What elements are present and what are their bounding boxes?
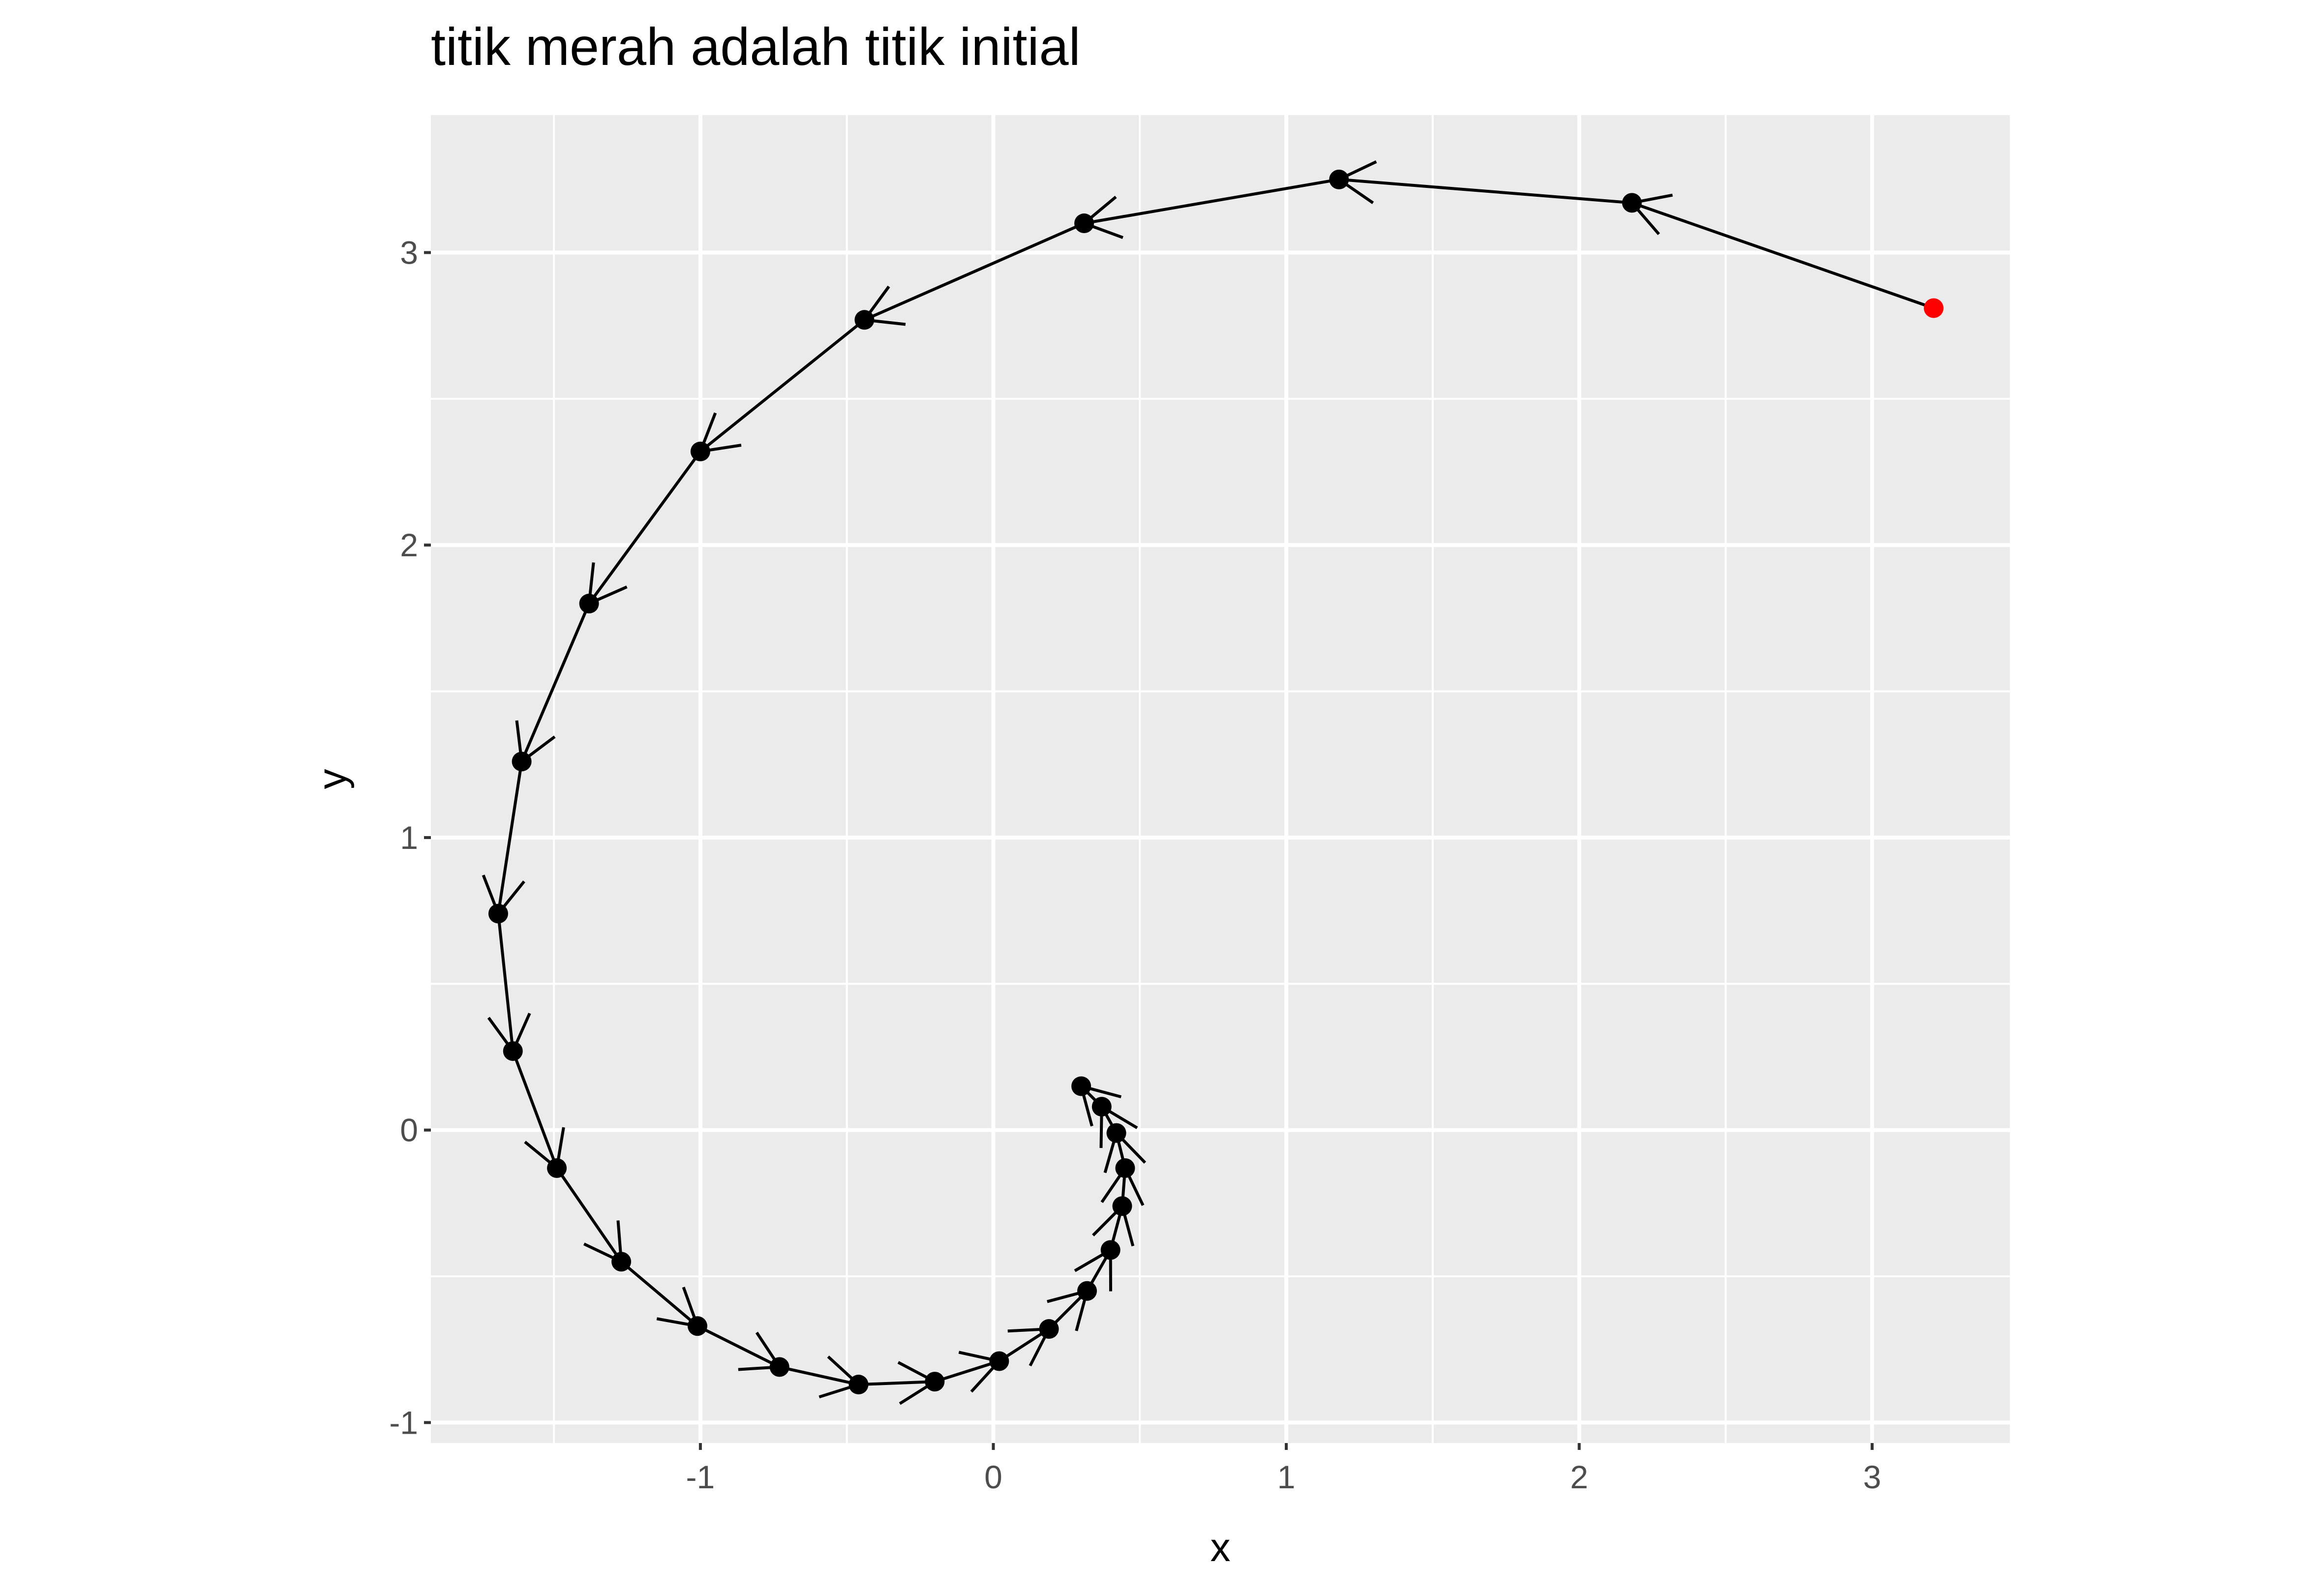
trajectory-point xyxy=(547,1158,567,1178)
trajectory-point xyxy=(1329,170,1349,189)
y-tick-label: 2 xyxy=(400,527,418,563)
trajectory-point xyxy=(488,904,508,924)
trajectory-point xyxy=(512,752,532,771)
initial-point xyxy=(1924,299,1943,318)
trajectory-point xyxy=(770,1357,789,1377)
trajectory-point xyxy=(1107,1123,1126,1143)
y-axis-title: y xyxy=(310,769,355,789)
x-tick-label: 0 xyxy=(984,1459,1002,1495)
trajectory-point xyxy=(1115,1158,1135,1178)
trajectory-point xyxy=(1622,193,1642,212)
x-tick-label: 3 xyxy=(1863,1459,1881,1495)
trajectory-point xyxy=(1077,1281,1097,1301)
trajectory-point xyxy=(854,310,874,330)
trajectory-point xyxy=(925,1372,944,1391)
trajectory-point xyxy=(1101,1240,1121,1260)
trajectory-point xyxy=(1112,1196,1132,1216)
x-tick-label: -1 xyxy=(686,1459,715,1495)
x-axis: -1 0 1 2 3 xyxy=(686,1443,1881,1495)
trajectory-point xyxy=(691,442,710,461)
y-axis: -1 0 1 2 3 xyxy=(389,235,431,1441)
x-tick-label: 2 xyxy=(1570,1459,1588,1495)
trajectory-point xyxy=(503,1041,523,1061)
trajectory-point xyxy=(611,1252,631,1271)
chart-title: titik merah adalah titik initial xyxy=(431,17,1081,76)
trajectory-point xyxy=(1039,1319,1059,1339)
y-tick-label: 1 xyxy=(400,819,418,856)
y-tick-label: 0 xyxy=(400,1112,418,1148)
x-tick-label: 1 xyxy=(1277,1459,1296,1495)
trajectory-point xyxy=(989,1351,1009,1371)
plot-panel xyxy=(431,115,2010,1443)
y-tick-label: 3 xyxy=(400,235,418,271)
trajectory-point xyxy=(1092,1097,1112,1116)
y-tick-label: -1 xyxy=(389,1404,418,1441)
trajectory-point xyxy=(1071,1076,1091,1096)
x-axis-title: x xyxy=(1211,1525,1231,1570)
trajectory-point xyxy=(1074,213,1094,233)
trajectory-point xyxy=(579,594,599,613)
trajectory-point xyxy=(848,1375,868,1394)
trajectory-point xyxy=(688,1316,707,1336)
